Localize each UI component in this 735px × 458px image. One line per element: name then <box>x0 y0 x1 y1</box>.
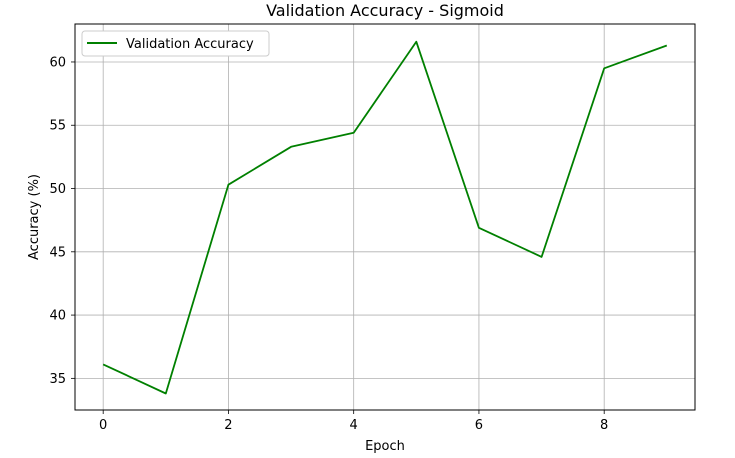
series-line-validation-accuracy <box>102 40 668 395</box>
legend: Validation Accuracy <box>81 30 270 57</box>
y-tick-label: 35 <box>49 372 66 387</box>
x-tick-label: 6 <box>475 418 483 433</box>
x-tick-label: 8 <box>600 418 608 433</box>
series-layer <box>102 40 668 395</box>
y-axis-ticks: 35 40 45 50 55 60 <box>49 55 75 387</box>
x-tick-label: 4 <box>350 418 358 433</box>
y-tick-label: 45 <box>49 245 66 260</box>
y-tick-label: 40 <box>49 309 66 324</box>
x-tick-label: 2 <box>224 418 232 433</box>
legend-label-validation-accuracy: Validation Accuracy <box>126 37 254 52</box>
chart-title: Validation Accuracy - Sigmoid <box>266 1 504 20</box>
y-axis-label: Accuracy (%) <box>27 174 42 260</box>
x-axis-label: Epoch <box>365 439 405 454</box>
plot-area-frame <box>74 23 696 411</box>
y-tick-label: 60 <box>49 55 66 70</box>
x-axis-ticks: 0 2 4 6 8 <box>99 410 608 433</box>
legend-box <box>81 30 270 57</box>
x-tick-label: 0 <box>99 418 107 433</box>
y-tick-label: 50 <box>49 182 66 197</box>
grid <box>75 24 695 410</box>
y-tick-label: 55 <box>49 119 66 134</box>
